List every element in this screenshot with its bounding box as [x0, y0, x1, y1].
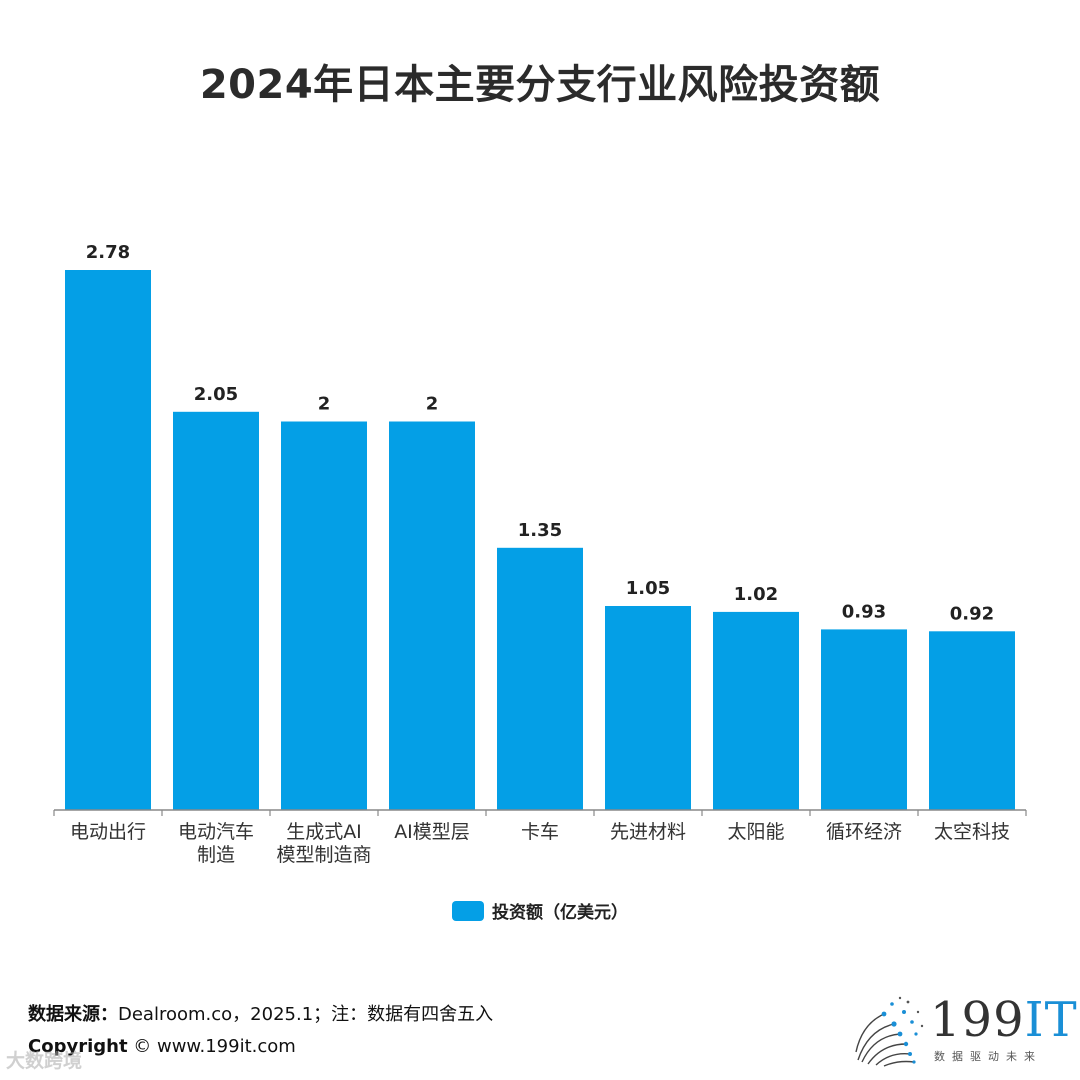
bar-chart: 2.78 2.05 2 2 1.35 1.05 1.02 0.93 0.92 电动出行 电动汽车制造…	[53, 242, 1027, 866]
bar-1	[65, 270, 151, 810]
bar-9	[929, 631, 1015, 810]
legend-label: 投资额（亿美元）	[492, 903, 628, 923]
copyright-text: © www.199it.com	[127, 1036, 296, 1057]
bar-3	[281, 421, 367, 810]
x-tick-label-4: AI模型层	[394, 821, 470, 843]
x-tick-label-8: 循环经济	[826, 821, 902, 843]
x-tick-label-2: 电动汽车制造	[178, 821, 254, 866]
bar-5	[497, 547, 583, 810]
x-tick-label-9: 太空科技	[934, 821, 1010, 843]
data-label-8: 0.93	[842, 601, 886, 622]
copyright-label: Copyright	[28, 1036, 128, 1057]
data-label-5: 1.35	[518, 520, 562, 541]
bar-7	[713, 611, 799, 810]
logo-globe-icon	[855, 996, 924, 1067]
logo-letters: IT	[1024, 992, 1078, 1048]
data-label-1: 2.78	[86, 242, 130, 263]
legend: 投资额（亿美元）	[0, 898, 1080, 923]
x-tick-label-5: 卡车	[521, 821, 559, 843]
bar-6	[605, 606, 691, 810]
data-label-4: 2	[426, 394, 439, 415]
watermark: 大数跨境	[6, 1050, 83, 1072]
data-label-7: 1.02	[734, 584, 778, 605]
brand-logo: 199IT 数据驱动未来	[848, 990, 1077, 1070]
bar-8	[821, 629, 907, 810]
bar-2	[173, 411, 259, 810]
data-label-3: 2	[318, 394, 331, 415]
data-source-note: 数据来源：Dealroom.co，2025.1；注：数据有四舍五入	[28, 1000, 493, 1026]
copyright-note: Copyright © www.199it.com	[28, 1036, 296, 1057]
x-tick-label-6: 先进材料	[610, 821, 686, 843]
logo-wordmark: 199IT	[930, 992, 1078, 1048]
x-tick-label-1: 电动出行	[70, 821, 146, 843]
source-label: 数据来源：	[28, 1004, 118, 1025]
x-tick-label-3: 生成式AI 模型制造商	[276, 821, 371, 866]
source-text: Dealroom.co，2025.1；注：数据有四舍五入	[118, 1004, 494, 1025]
data-label-9: 0.92	[950, 603, 994, 624]
x-tick-label-7: 太阳能	[727, 821, 784, 843]
legend-swatch	[452, 900, 484, 921]
bar-4	[389, 421, 475, 810]
logo-number: 199	[930, 992, 1025, 1048]
chart-title: 2024年日本主要分支行业风险投资额	[199, 62, 881, 108]
data-label-6: 1.05	[626, 578, 670, 599]
data-label-2: 2.05	[194, 384, 238, 405]
logo-tagline: 数据驱动未来	[934, 1050, 1042, 1063]
